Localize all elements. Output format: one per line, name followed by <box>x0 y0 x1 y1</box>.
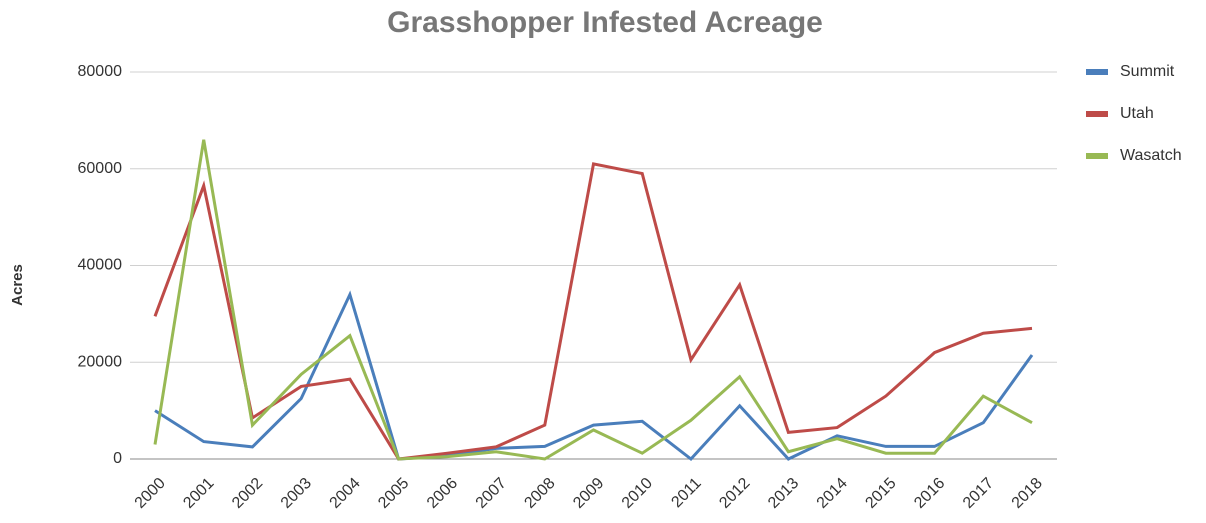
x-tick-label: 2005 <box>375 475 412 512</box>
x-tick-label: 2003 <box>278 475 315 512</box>
x-tick-label: 2006 <box>424 475 461 512</box>
legend-label: Wasatch <box>1120 147 1182 164</box>
x-tick-label: 2007 <box>473 475 510 512</box>
x-tick-label: 2009 <box>570 475 607 512</box>
x-tick-label: 2013 <box>765 475 802 512</box>
chart-title: Grasshopper Infested Acreage <box>387 6 823 39</box>
x-tick-label: 2012 <box>716 475 753 512</box>
x-tick-label: 2011 <box>668 475 704 511</box>
x-tick-label: 2014 <box>814 475 851 512</box>
y-tick-label: 80000 <box>78 63 123 80</box>
line-series <box>153 162 1033 461</box>
x-tick-label: 2015 <box>862 475 899 512</box>
y-tick-label: 0 <box>113 450 122 467</box>
legend-swatch <box>1086 69 1108 75</box>
x-tick-label: 2018 <box>1009 475 1046 512</box>
x-tick-label: 2017 <box>960 475 997 512</box>
x-tick-label: 2002 <box>229 475 266 512</box>
legend-swatch <box>1086 153 1108 159</box>
x-tick-label: 2016 <box>911 475 948 512</box>
legend-label: Summit <box>1120 63 1175 80</box>
x-tick-label: 2004 <box>327 475 364 512</box>
x-tick-label: 2010 <box>619 475 656 512</box>
x-tick-label: 2000 <box>132 475 169 512</box>
legend-label: Utah <box>1120 105 1154 122</box>
y-tick-label: 40000 <box>78 257 123 274</box>
x-tick-label: 2008 <box>521 475 558 512</box>
x-tick-label: 2001 <box>180 475 217 512</box>
line-series <box>154 290 1034 462</box>
y-tick-label: 60000 <box>78 160 123 177</box>
line-series <box>153 139 1033 461</box>
y-tick-label: 20000 <box>78 353 123 370</box>
legend-swatch <box>1086 111 1108 117</box>
y-axis-label: Acres <box>9 264 26 306</box>
